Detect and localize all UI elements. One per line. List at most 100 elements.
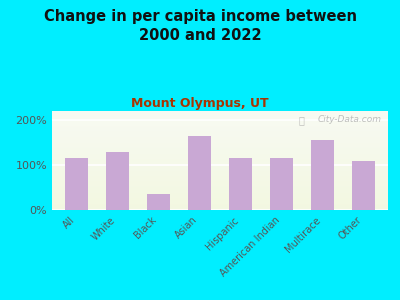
- Bar: [52, 164, 388, 165]
- Bar: [52, 177, 388, 178]
- Bar: [52, 173, 388, 174]
- Bar: [52, 197, 388, 198]
- Bar: [52, 121, 388, 122]
- Bar: [52, 166, 388, 167]
- Bar: [52, 148, 388, 149]
- Bar: [52, 169, 388, 170]
- Bar: [52, 115, 388, 116]
- Bar: [52, 136, 388, 137]
- Bar: [352, 161, 375, 210]
- Bar: [52, 196, 388, 197]
- Bar: [52, 138, 388, 139]
- Bar: [52, 198, 388, 199]
- Bar: [270, 158, 293, 210]
- Bar: [52, 163, 388, 164]
- Bar: [52, 147, 388, 148]
- Bar: [52, 117, 388, 118]
- Bar: [52, 203, 388, 204]
- Bar: [52, 154, 388, 155]
- Bar: [52, 134, 388, 135]
- Bar: [52, 206, 388, 207]
- Bar: [52, 175, 388, 176]
- Bar: [52, 128, 388, 129]
- Bar: [52, 153, 388, 154]
- Bar: [52, 157, 388, 158]
- Bar: [52, 172, 388, 173]
- Bar: [52, 190, 388, 191]
- Bar: [52, 179, 388, 180]
- Bar: [52, 194, 388, 195]
- Bar: [52, 199, 388, 200]
- Bar: [52, 150, 388, 151]
- Text: ⓘ: ⓘ: [298, 115, 304, 125]
- Text: City-Data.com: City-Data.com: [317, 115, 381, 124]
- Bar: [52, 167, 388, 168]
- Bar: [52, 143, 388, 144]
- Bar: [52, 161, 388, 162]
- Bar: [52, 204, 388, 205]
- Bar: [52, 145, 388, 146]
- Bar: [52, 158, 388, 159]
- Bar: [52, 180, 388, 181]
- Bar: [147, 194, 170, 210]
- Bar: [52, 207, 388, 208]
- Bar: [52, 201, 388, 202]
- Bar: [229, 158, 252, 210]
- Bar: [52, 140, 388, 141]
- Bar: [52, 159, 388, 160]
- Bar: [52, 182, 388, 183]
- Bar: [52, 114, 388, 115]
- Bar: [52, 178, 388, 179]
- Bar: [52, 196, 388, 197]
- Bar: [52, 183, 388, 184]
- Bar: [52, 168, 388, 169]
- Bar: [52, 127, 388, 128]
- Bar: [52, 184, 388, 185]
- Bar: [52, 135, 388, 136]
- Bar: [52, 136, 388, 137]
- Bar: [52, 119, 388, 120]
- Bar: [52, 131, 388, 132]
- Bar: [52, 142, 388, 143]
- Bar: [52, 189, 388, 190]
- Bar: [52, 112, 388, 113]
- Bar: [52, 193, 388, 194]
- Bar: [52, 139, 388, 140]
- Bar: [52, 191, 388, 192]
- Bar: [52, 152, 388, 153]
- Bar: [52, 185, 388, 186]
- Bar: [52, 133, 388, 134]
- Bar: [52, 123, 388, 124]
- Bar: [188, 136, 211, 210]
- Bar: [52, 160, 388, 161]
- Bar: [52, 186, 388, 187]
- Bar: [106, 152, 129, 210]
- Bar: [52, 176, 388, 177]
- Bar: [52, 111, 388, 112]
- Bar: [311, 140, 334, 210]
- Bar: [65, 158, 88, 210]
- Bar: [52, 156, 388, 157]
- Bar: [52, 208, 388, 209]
- Bar: [52, 209, 388, 210]
- Bar: [52, 160, 388, 161]
- Bar: [52, 132, 388, 133]
- Text: Mount Olympus, UT: Mount Olympus, UT: [131, 98, 269, 110]
- Bar: [52, 118, 388, 119]
- Bar: [52, 125, 388, 126]
- Bar: [52, 129, 388, 130]
- Bar: [52, 155, 388, 156]
- Bar: [52, 137, 388, 138]
- Bar: [52, 162, 388, 163]
- Bar: [52, 192, 388, 193]
- Bar: [52, 144, 388, 145]
- Bar: [52, 149, 388, 150]
- Bar: [52, 122, 388, 123]
- Bar: [52, 126, 388, 127]
- Bar: [52, 165, 388, 166]
- Text: Change in per capita income between
2000 and 2022: Change in per capita income between 2000…: [44, 9, 356, 43]
- Bar: [52, 174, 388, 175]
- Bar: [52, 151, 388, 152]
- Bar: [52, 170, 388, 171]
- Bar: [52, 205, 388, 206]
